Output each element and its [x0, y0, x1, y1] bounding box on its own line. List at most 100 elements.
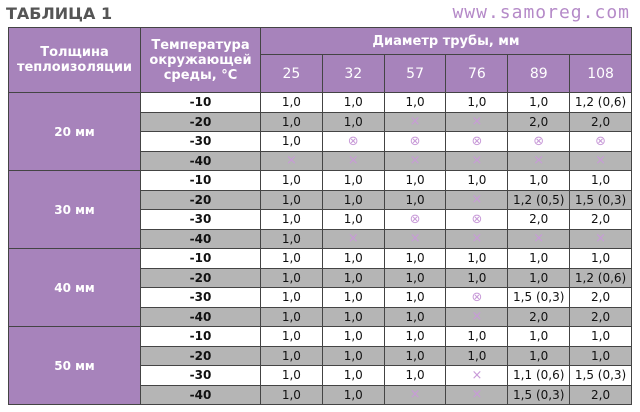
- cell-value: 1,0: [383, 326, 447, 347]
- temperature: -40: [140, 228, 261, 249]
- cell-value: 2,0: [569, 287, 632, 308]
- cell-value: 1,0: [507, 92, 571, 113]
- temperature: -10: [140, 170, 261, 191]
- diameter-value: 108: [569, 54, 632, 93]
- thickness: 40 мм: [8, 248, 141, 327]
- temperature: -20: [140, 189, 261, 210]
- status-symbol: ×: [445, 111, 509, 132]
- status-symbol: ×: [507, 150, 571, 171]
- cell-value: 1,0: [445, 326, 509, 347]
- table: Толщина теплоизоляции Температура окружа…: [8, 27, 632, 405]
- cell-value: 1,0: [383, 345, 447, 366]
- cell-value: 1,0: [383, 287, 447, 308]
- cell-value: 1,0: [321, 384, 385, 405]
- thickness: 20 мм: [8, 92, 141, 171]
- row: -40 × × × × × ×: [9, 150, 632, 171]
- title: ТАБЛИЦА 1: [6, 4, 113, 23]
- cell-value: 1,0: [507, 170, 571, 191]
- cell-value: 1,0: [445, 92, 509, 113]
- row: -40 1,0 1,0 × × 1,5 (0,3) 2,0: [9, 384, 632, 405]
- cell-value: 1,0: [383, 248, 447, 269]
- status-symbol: ×: [445, 228, 509, 249]
- cell-value: 1,0: [569, 248, 632, 269]
- status-symbol: ×: [569, 228, 632, 249]
- status-symbol: ×: [445, 189, 509, 210]
- cell-value: 1,0: [321, 209, 385, 230]
- status-symbol: ×: [383, 228, 447, 249]
- cell-value: 1,0: [321, 345, 385, 366]
- cell-value: 1,0: [321, 189, 385, 210]
- cell-value: 1,0: [260, 209, 323, 230]
- header-row: 25 32 57 76 89 108: [9, 54, 632, 93]
- cell-value: 1,0: [507, 248, 571, 269]
- row: -30 1,0 1,0 1,0 ⊗ 1,5 (0,3) 2,0: [9, 287, 632, 308]
- temperature-header: Температура окружающей среды, °C: [140, 27, 261, 93]
- cell-value: 1,5 (0,3): [507, 384, 571, 405]
- temperature: -40: [140, 150, 261, 171]
- table-body: 20 мм -10 1,0 1,0 1,0 1,0 1,0 1,2 (0,6) -20 1,0 1,…: [8, 92, 632, 405]
- cell-value: 1,0: [383, 92, 447, 113]
- row: 50 мм -10 1,0 1,0 1,0 1,0 1,0 1,0: [8, 326, 632, 405]
- cell-value: 1,0: [321, 248, 385, 269]
- cell-value: 1,0: [260, 384, 323, 405]
- temperature: -40: [140, 306, 261, 327]
- cell-value: 1,0: [260, 345, 323, 366]
- cell-value: 1,0: [507, 326, 571, 347]
- row: -40 1,0 1,0 1,0 × 2,0 2,0: [9, 306, 632, 327]
- diameter-value: 76: [445, 54, 509, 93]
- cell-value: 1,0: [445, 170, 509, 191]
- cell-value: 1,0: [321, 111, 385, 132]
- cell-value: 1,0: [445, 345, 509, 366]
- temperature: -20: [140, 345, 261, 366]
- diameter-header: Диаметр трубы, мм: [260, 27, 632, 55]
- cell-value: 1,2 (0,6): [569, 267, 632, 288]
- table-header: Толщина теплоизоляции Температура окружа…: [8, 27, 632, 93]
- status-symbol: ×: [321, 150, 385, 171]
- cell-value: 1,0: [260, 326, 323, 347]
- cell-value: 1,0: [569, 326, 632, 347]
- cell-value: 1,0: [321, 170, 385, 191]
- status-symbol: ⊗: [445, 209, 509, 230]
- thickness: 50 мм: [8, 326, 141, 405]
- header-row: Толщина теплоизоляции Температура окружа…: [8, 27, 632, 93]
- status-symbol: ×: [445, 384, 509, 405]
- diameter-value: 32: [321, 54, 385, 93]
- cell-value: 2,0: [569, 111, 632, 132]
- status-symbol: ⊗: [445, 287, 509, 308]
- cell-value: 1,0: [321, 365, 385, 386]
- cell-value: 1,2 (0,5): [507, 189, 571, 210]
- cell-value: 1,0: [260, 131, 323, 152]
- cell-value: 1,1 (0,6): [507, 365, 571, 386]
- cell-value: 1,0: [260, 92, 323, 113]
- cell-value: 2,0: [569, 209, 632, 230]
- cell-value: 1,0: [260, 248, 323, 269]
- temperature: -10: [140, 92, 261, 113]
- cell-value: 1,0: [383, 170, 447, 191]
- cell-value: 1,0: [260, 189, 323, 210]
- row: 20 мм -10 1,0 1,0 1,0 1,0 1,0 1,2 (0,6): [8, 92, 632, 171]
- temperature: -30: [140, 131, 261, 152]
- cell-value: 2,0: [569, 384, 632, 405]
- header: ТАБЛИЦА 1 www.samoreg.com: [0, 0, 640, 27]
- diameter-value: 89: [507, 54, 571, 93]
- diameter-value: 57: [383, 54, 447, 93]
- status-symbol: ×: [321, 228, 385, 249]
- temperature: -40: [140, 384, 261, 405]
- website: www.samoreg.com: [452, 2, 630, 23]
- cell-value: 1,0: [569, 345, 632, 366]
- cell-value: 2,0: [507, 111, 571, 132]
- thickness-header: Толщина теплоизоляции: [8, 27, 141, 93]
- status-symbol: ⊗: [569, 131, 632, 152]
- temperature: -30: [140, 287, 261, 308]
- diameter-value: 25: [260, 54, 323, 93]
- status-symbol: ⊗: [507, 131, 571, 152]
- cell-value: 1,0: [260, 267, 323, 288]
- cell-value: 1,5 (0,3): [569, 189, 632, 210]
- status-symbol: ×: [445, 306, 509, 327]
- cell-value: 1,0: [321, 306, 385, 327]
- cell-value: 1,0: [321, 267, 385, 288]
- temperature: -30: [140, 365, 261, 386]
- status-symbol: ×: [569, 150, 632, 171]
- cell-value: 1,0: [383, 189, 447, 210]
- cell-value: 2,0: [507, 306, 571, 327]
